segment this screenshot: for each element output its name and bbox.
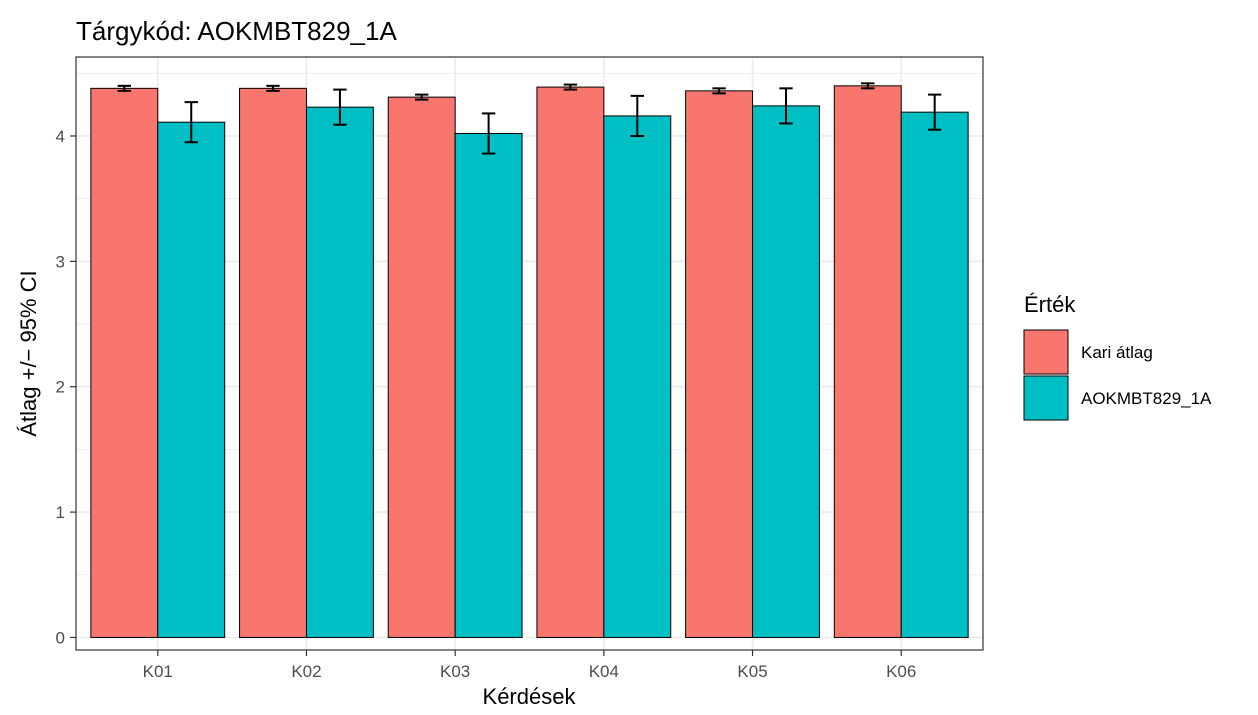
bar [833, 85, 902, 638]
x-axis: K01 K02 K03 K04 K05 K06 [143, 650, 916, 681]
legend: Érték Kari átlag AOKMBT829_1A [1023, 292, 1212, 421]
y-axis-title: Átlag +/− 95% CI [16, 270, 41, 436]
x-tick-label: K03 [440, 662, 470, 681]
bar [239, 87, 307, 638]
y-tick-label: 3 [56, 252, 65, 271]
plot-panel [76, 57, 983, 650]
chart-title: Tárgykód: AOKMBT829_1A [76, 16, 397, 46]
bar [90, 87, 159, 638]
bars [90, 85, 969, 638]
bar [536, 86, 605, 638]
bar [454, 132, 523, 638]
error-bars [117, 82, 942, 155]
x-axis-title: Kérdések [483, 684, 577, 709]
x-tick-label: K02 [291, 662, 321, 681]
x-tick-label: K04 [589, 662, 619, 681]
y-tick-label: 0 [56, 628, 65, 647]
x-tick-label: K05 [737, 662, 767, 681]
y-axis: 0 1 2 3 4 [56, 127, 76, 647]
bar [900, 111, 969, 638]
x-tick-label: K01 [143, 662, 173, 681]
x-tick-label: K06 [886, 662, 916, 681]
plot-border [75, 56, 984, 651]
legend-swatch [1023, 375, 1069, 421]
bar [603, 115, 672, 638]
legend-swatch [1023, 329, 1069, 375]
legend-label: Kari átlag [1081, 343, 1153, 362]
y-tick-label: 2 [56, 378, 65, 397]
legend-title: Érték [1024, 292, 1076, 317]
bar [157, 121, 226, 638]
y-tick-label: 4 [56, 127, 65, 146]
bar [305, 106, 374, 638]
bar [752, 105, 820, 638]
bar [387, 96, 456, 638]
y-tick-label: 1 [56, 503, 65, 522]
legend-label: AOKMBT829_1A [1081, 389, 1212, 408]
bar [685, 90, 754, 638]
